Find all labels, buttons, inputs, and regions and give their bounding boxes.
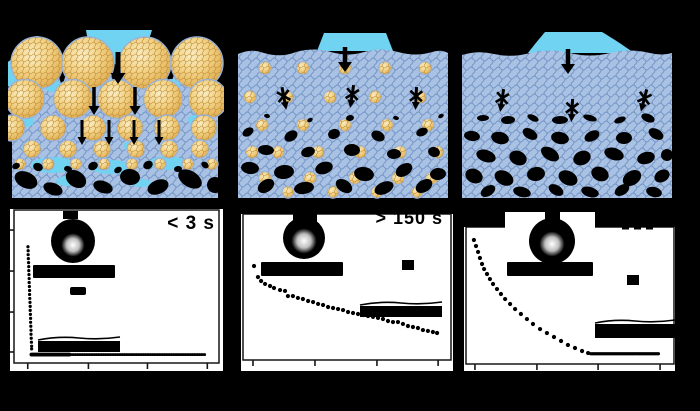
swellable-particles xyxy=(8,36,224,171)
sessile-droplet-photo xyxy=(507,212,593,276)
blocked-flow-arrow-icon xyxy=(565,98,580,122)
plot-canvas xyxy=(10,209,220,369)
blocked-flow-arrow-icon xyxy=(494,88,510,112)
substrate-bar xyxy=(33,265,115,278)
plot-canvas xyxy=(242,214,452,366)
flow-arrow-icon xyxy=(104,120,114,145)
time-annotation: < 3 s xyxy=(167,213,215,234)
sessile-droplet-photo xyxy=(33,211,115,278)
axes-frame xyxy=(242,214,452,361)
needle-tip-photo-fragment xyxy=(627,275,639,285)
water-droplet xyxy=(317,33,393,51)
flow-arrow-icon xyxy=(110,52,126,84)
plot-canvas xyxy=(465,227,675,370)
flow-arrow-icon xyxy=(77,120,87,145)
substrate-bar xyxy=(261,262,343,276)
dispensing-needle-icon xyxy=(63,211,78,219)
blocked-flow-arrow-icon xyxy=(344,84,360,108)
flow-arrow-icon xyxy=(129,87,141,115)
axis-ticks xyxy=(474,364,661,370)
water-droplet xyxy=(528,32,634,53)
data-points xyxy=(26,245,207,357)
droplet-photo-inset xyxy=(505,212,595,280)
data-points xyxy=(251,263,440,336)
blocked-flow-arrow-icon xyxy=(276,86,292,110)
droplet-photo-canvas xyxy=(507,212,593,276)
needle-tip-photo-fragment xyxy=(402,260,414,270)
flow-arrow-icon xyxy=(338,47,352,72)
time-annotation: > 150 s xyxy=(375,214,443,228)
axis-ticks xyxy=(10,229,209,369)
axes-frame xyxy=(465,227,675,365)
flow-arrow-icon xyxy=(88,87,100,115)
blocked-flow-arrow-icon xyxy=(409,86,424,110)
axis-ticks xyxy=(252,360,439,366)
blocked-flow-arrow-icon xyxy=(636,88,653,112)
flow-arrow-icon xyxy=(154,120,164,145)
schematic-panel-swelling-gel xyxy=(238,33,448,199)
air-voids xyxy=(12,160,223,196)
data-points xyxy=(471,237,660,356)
flow-arrow-icon xyxy=(129,120,139,145)
sessile-droplet-photo xyxy=(261,214,343,276)
air-voids xyxy=(241,113,446,195)
wetted-film-photo xyxy=(37,336,121,352)
clipped-annotation-marks xyxy=(622,227,653,230)
flow-arrow-icon xyxy=(561,49,575,74)
air-voids xyxy=(464,113,673,198)
contact-angle-plot-slow: > 150 s xyxy=(241,214,453,371)
wetted-film-photo xyxy=(359,301,443,317)
wetted-film-photo xyxy=(594,319,675,338)
contact-angle-plot-fast: < 3 s xyxy=(10,209,223,371)
schematic-panel-initial-absorption xyxy=(8,30,224,198)
schematic-panel-fully-swollen xyxy=(462,32,673,198)
droplet-remnant-photo xyxy=(70,287,86,295)
substrate-bar xyxy=(507,262,593,276)
axes-frame xyxy=(13,209,220,364)
